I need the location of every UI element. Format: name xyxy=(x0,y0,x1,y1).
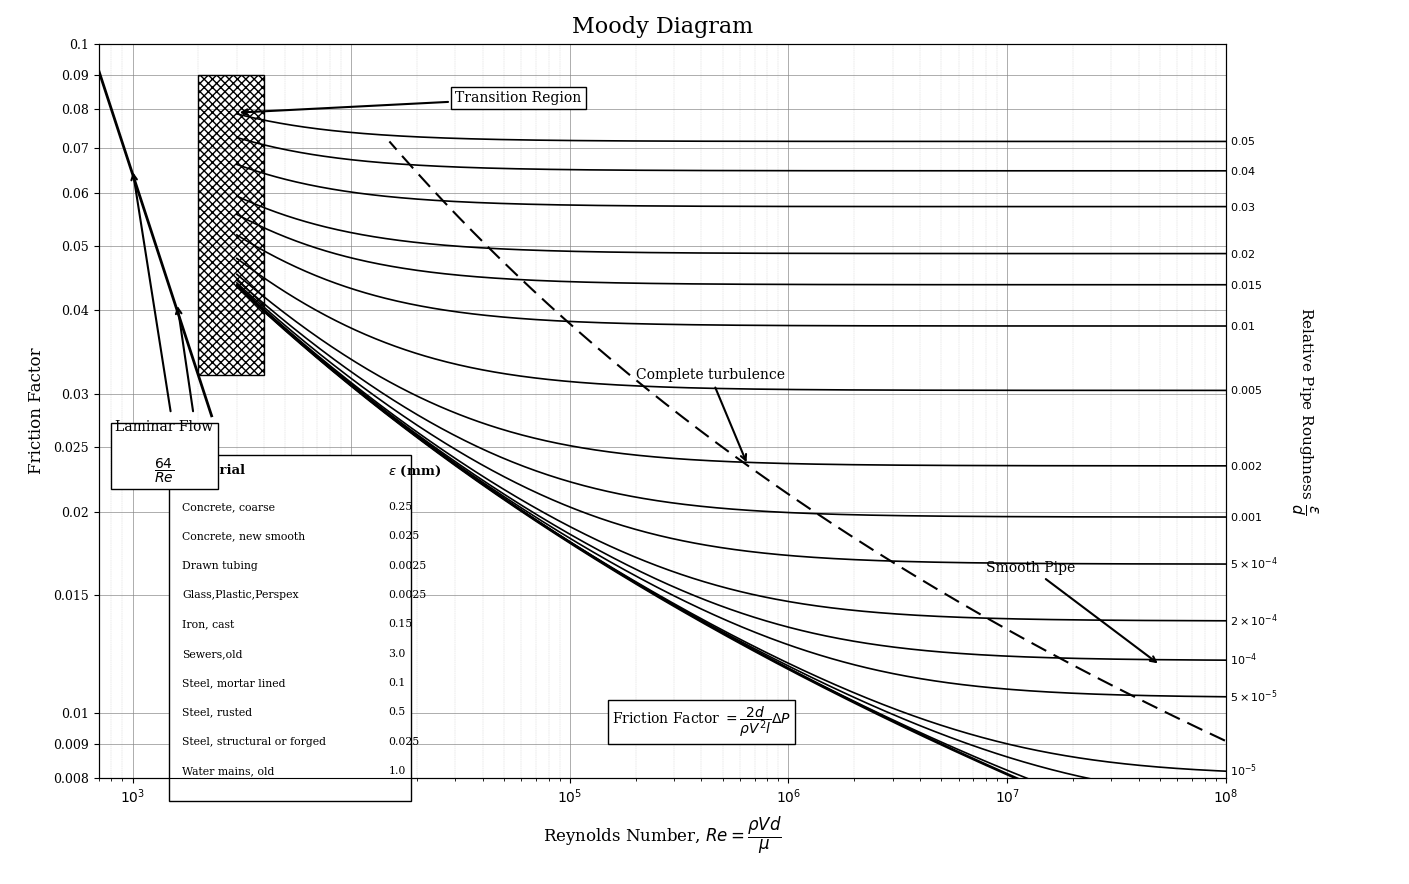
Text: Friction Factor $= \dfrac{2d}{\rho V^2 l}\Delta P$: Friction Factor $= \dfrac{2d}{\rho V^2 l… xyxy=(612,705,790,739)
Text: $0.002$: $0.002$ xyxy=(1230,460,1262,472)
Text: 0.15: 0.15 xyxy=(389,620,413,629)
Text: $0.005$: $0.005$ xyxy=(1230,385,1262,396)
Text: 0.0025: 0.0025 xyxy=(389,591,427,600)
Text: Transition Region: Transition Region xyxy=(242,91,582,115)
Y-axis label: Relative Pipe Roughness $\dfrac{\varepsilon}{d}$: Relative Pipe Roughness $\dfrac{\varepsi… xyxy=(1289,307,1319,515)
Text: $0.04$: $0.04$ xyxy=(1230,164,1257,177)
Text: 0.5: 0.5 xyxy=(389,707,406,718)
Text: $0.05$: $0.05$ xyxy=(1230,135,1255,148)
Text: 0.1: 0.1 xyxy=(389,678,406,688)
Text: $0.02$: $0.02$ xyxy=(1230,248,1255,260)
Text: $0.001$: $0.001$ xyxy=(1230,511,1262,523)
Text: Glass,Plastic,Perspex: Glass,Plastic,Perspex xyxy=(182,591,299,600)
Text: Sewers,old: Sewers,old xyxy=(182,649,242,659)
Text: Drawn tubing: Drawn tubing xyxy=(182,560,258,571)
Text: Complete turbulence: Complete turbulence xyxy=(635,369,785,461)
Text: 1.0: 1.0 xyxy=(389,766,406,776)
Text: $0.015$: $0.015$ xyxy=(1230,278,1262,291)
Text: $0.01$: $0.01$ xyxy=(1230,320,1255,332)
Text: $0.03$: $0.03$ xyxy=(1230,201,1257,213)
Text: 0.25: 0.25 xyxy=(389,502,413,512)
Text: 0.025: 0.025 xyxy=(389,737,420,747)
Text: Water mains, old: Water mains, old xyxy=(182,766,275,776)
Text: $\varepsilon$ (mm): $\varepsilon$ (mm) xyxy=(389,464,441,479)
Y-axis label: Friction Factor: Friction Factor xyxy=(28,347,45,475)
Text: Concrete, coarse: Concrete, coarse xyxy=(182,502,275,512)
Title: Moody Diagram: Moody Diagram xyxy=(572,16,752,38)
Text: $5\times10^{-5}$: $5\times10^{-5}$ xyxy=(1230,689,1278,705)
Text: 3.0: 3.0 xyxy=(389,649,406,659)
Text: $10^{-5}$: $10^{-5}$ xyxy=(1230,763,1257,780)
Text: Smooth Pipe: Smooth Pipe xyxy=(986,560,1155,662)
Text: 0.0025: 0.0025 xyxy=(389,560,427,571)
X-axis label: Reynolds Number, $Re = \dfrac{\rho V d}{\mu}$: Reynolds Number, $Re = \dfrac{\rho V d}{… xyxy=(542,814,782,856)
FancyBboxPatch shape xyxy=(169,455,411,802)
Text: $2\times10^{-4}$: $2\times10^{-4}$ xyxy=(1230,613,1278,629)
Text: Iron, cast: Iron, cast xyxy=(182,620,234,629)
Text: Concrete, new smooth: Concrete, new smooth xyxy=(182,531,306,541)
Bar xyxy=(199,75,263,375)
Text: 0.025: 0.025 xyxy=(389,531,420,541)
Text: Material: Material xyxy=(182,464,245,476)
Text: Laminar Flow
$\dfrac{64}{Re}$: Laminar Flow $\dfrac{64}{Re}$ xyxy=(116,421,214,485)
Text: $5\times10^{-4}$: $5\times10^{-4}$ xyxy=(1230,556,1278,572)
Text: Steel, structural or forged: Steel, structural or forged xyxy=(182,737,325,747)
Text: Steel, mortar lined: Steel, mortar lined xyxy=(182,678,286,688)
Text: $10^{-4}$: $10^{-4}$ xyxy=(1230,652,1258,668)
Text: Steel, rusted: Steel, rusted xyxy=(182,707,252,718)
